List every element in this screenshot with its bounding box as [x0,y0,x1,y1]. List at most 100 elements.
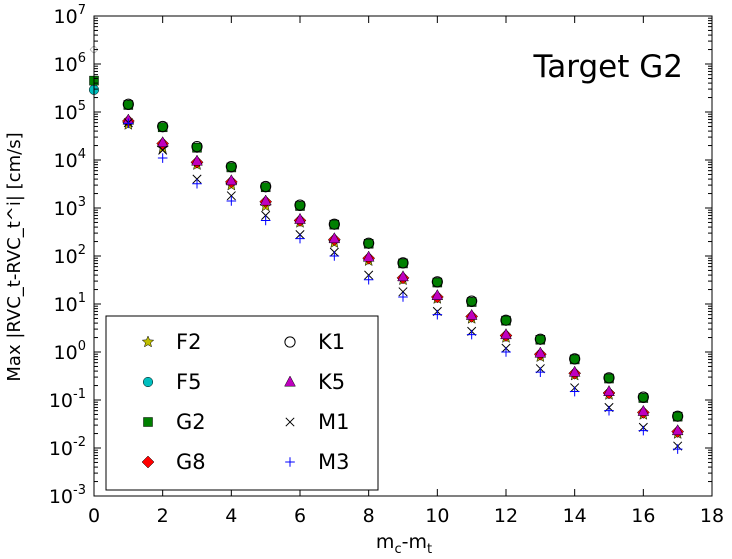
legend-marker [143,417,153,427]
data-point [261,210,271,220]
legend-marker [284,375,296,387]
data-point [431,289,444,300]
data-point [363,237,375,249]
data-point [294,212,306,224]
data-point [363,274,374,285]
legend-label: G2 [176,410,206,434]
x-tick-label: 18 [700,505,724,527]
data-point [432,309,443,320]
x-tick-label: 4 [225,505,237,527]
data-point [672,410,684,422]
x-tick-label: 16 [631,505,655,527]
data-point [191,141,203,153]
legend-marker [284,336,296,348]
data-point [534,333,546,345]
data-point [122,98,134,110]
x-axis-label: mc-mt [376,531,432,554]
legend-label: F5 [176,370,201,394]
y-tick-label: 106 [54,51,86,76]
data-point [328,218,340,230]
series-k1 [122,98,684,422]
data-point [156,136,169,148]
data-point [466,295,478,307]
x-tick-label: 12 [494,505,518,527]
y-tick-label: 100 [54,339,86,364]
data-point [226,191,236,201]
data-point [397,270,409,282]
x-tick-label: 2 [157,505,169,527]
data-point [568,365,581,377]
y-tick-label: 101 [54,291,86,316]
legend-marker [142,376,154,388]
legend-label: K5 [318,370,345,394]
y-tick-label: 10-2 [49,435,86,460]
legend-marker [285,417,295,427]
legend-label: M3 [318,450,349,474]
data-point [329,251,340,261]
axes: 0 2 4 6 8 10 12 14 16 18 10-3 10-2 10-1 100 101 102 103 1… [49,3,724,527]
data-point [157,153,168,163]
data-point [638,425,649,436]
data-point [191,154,203,166]
data-point [192,178,202,189]
data-point [225,174,238,186]
data-point [637,391,649,403]
data-point [672,444,683,454]
x-tick-label: 8 [363,505,375,527]
data-point [603,385,615,396]
data-point [534,346,547,358]
data-point [260,215,271,226]
data-point [466,329,477,340]
series-m3 [123,118,683,454]
data-point [328,232,341,244]
x-tick-label: 6 [294,505,306,527]
data-point [501,347,511,357]
data-point [431,276,443,288]
legend-label: F2 [176,330,201,354]
legend: F2 F5 G2 G8 K1 K5 M1 M3 [105,315,379,491]
data-point [397,257,409,269]
y-tick-label: 107 [54,3,86,28]
data-point [671,424,684,436]
y-tick-label: 103 [54,195,86,220]
y-tick-label: 10-1 [49,387,86,412]
data-point [362,250,375,262]
series-k5 [122,113,684,436]
data-point [226,196,237,206]
data-point [603,372,615,384]
data-point [260,180,272,193]
data-point [398,287,408,297]
legend-label: K1 [318,330,345,354]
data-point [535,367,546,377]
legend-label: M1 [318,410,349,434]
x-tick-label: 10 [425,505,449,527]
legend-marker [141,335,155,348]
annotation-text: Target G2 [532,49,683,85]
data-point [295,233,305,244]
data-point [294,199,306,211]
data-point [637,404,650,416]
data-point [398,292,408,302]
data-point [158,145,168,155]
data-point [157,120,169,133]
data-point [569,386,580,397]
y-tick-label: 105 [54,99,86,124]
y-tick-label: 102 [54,243,86,268]
y-tick-label: 10-3 [49,483,86,508]
legend-marker [141,455,155,469]
legend-label: G8 [176,450,206,474]
data-point [500,328,512,340]
data-point [569,353,581,365]
data-point [604,405,614,416]
y-axis-label: Max |RVC_t-RVC_t^i| [cm/s] [4,132,25,381]
x-tick-label: 14 [563,505,587,527]
data-point [259,194,272,206]
x-tick-label: 0 [88,505,100,527]
y-tick-label: 104 [54,147,86,172]
data-point [225,160,237,173]
data-point [500,314,512,326]
data-point [123,118,134,129]
data-point [465,308,478,320]
legend-marker [285,457,295,467]
